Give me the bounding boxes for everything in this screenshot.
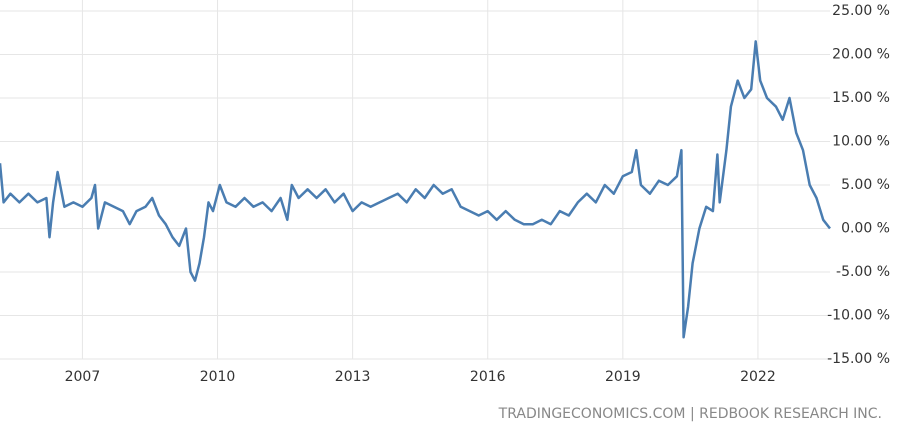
x-tick-label: 2022 [740, 369, 776, 385]
source: TRADINGECONOMICS.COM | REDBOOK RESEARCH … [498, 406, 882, 422]
y-tick-label: 10.00 % [832, 134, 890, 150]
x-tick-label: 2007 [65, 369, 101, 385]
y-tick-label: 25.00 % [832, 3, 890, 19]
y-tick-label: 15.00 % [832, 90, 890, 106]
y-tick-label: -5.00 % [836, 264, 890, 280]
y-tick-label: 5.00 % [841, 177, 890, 193]
x-tick-label: 2010 [200, 369, 236, 385]
y-tick-label: 20.00 % [832, 47, 890, 63]
data-line [0, 40, 831, 339]
y-tick-label: -10.00 % [827, 308, 890, 324]
x-tick-label: 2016 [470, 369, 506, 385]
x-tick-label: 2019 [605, 369, 641, 385]
y-tick-label: -15.00 % [827, 351, 890, 367]
x-tick-label: 2013 [335, 369, 371, 385]
y-tick-label: 0.00 % [841, 221, 890, 237]
